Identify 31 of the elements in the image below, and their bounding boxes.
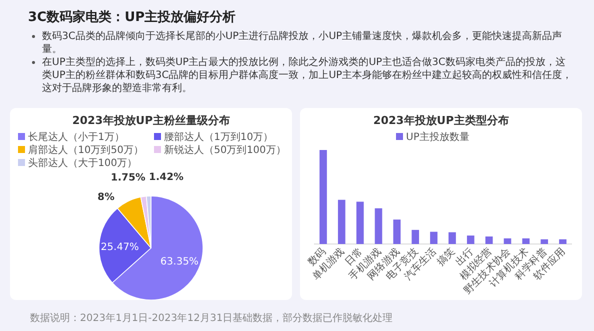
text: 数码3C品类的品牌倾向于选择长尾部的小UP主进行品牌投放，小UP主铺量速度快，爆款机会多，更能快速提高新品声量。	[41, 30, 564, 56]
bar	[559, 239, 566, 244]
data-label: 63.35%	[160, 256, 199, 268]
legend-label: 肩部达人（10万到50万）	[28, 144, 144, 156]
legend-label: 长尾达人（小于1万）	[28, 131, 124, 143]
bar	[338, 200, 346, 244]
text: 3C数码家电类：UP主投放偏好分析	[28, 8, 236, 26]
data-label: 1.42%	[148, 172, 184, 184]
chart-title: 2023年投放UP主粉丝量级分布	[72, 114, 230, 127]
bar	[466, 236, 474, 244]
legend-label: UP主投放数量	[406, 131, 470, 143]
bar	[374, 208, 382, 244]
bar	[522, 238, 530, 244]
bar	[393, 220, 401, 244]
legend-label: 新锐达人（50万到100万）	[164, 144, 286, 156]
bar	[356, 202, 364, 244]
bar	[448, 232, 456, 244]
text: 数据说明：2023年1月1日-2023年12月31日基础数据，部分数据已作脱敏化处理	[30, 312, 393, 325]
data-label: 8%	[98, 192, 114, 204]
bar	[540, 239, 548, 244]
data-label: 25.47%	[100, 242, 139, 253]
bar	[412, 230, 420, 244]
bar	[485, 236, 493, 244]
legend-label: 头部达人（大于100万）	[28, 157, 138, 169]
bar	[430, 232, 438, 244]
data-label: 1.75%	[110, 172, 146, 184]
bar	[504, 238, 512, 244]
legend-label: 腰部达人（1万到10万）	[164, 131, 274, 143]
bar	[320, 150, 327, 244]
text: 在UP主类型的选择上，数码类UP主占最大的投放比例，除此之外游戏类的UP主也适合做3C数码家电类产品的投放，这类UP主的粉丝群体和数码3C品牌的目标用户群体高度一致，加上UP主本身能够在粉丝中建立起较高的权威性和信任度，这对于品牌形象的塑造非常有利。	[41, 56, 574, 95]
chart-title: 2023年投放UP主类型分布	[373, 114, 509, 127]
